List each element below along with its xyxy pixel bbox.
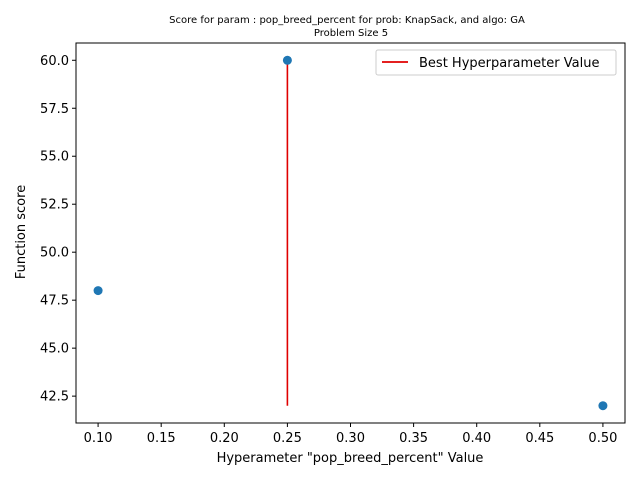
legend: Best Hyperparameter Value	[375, 49, 617, 76]
scatter-point	[93, 286, 103, 296]
legend-box	[375, 49, 617, 76]
y-tick-label: 57.5	[40, 102, 69, 117]
x-tick-label: 0.15	[147, 431, 176, 446]
y-tick-label: 50.0	[40, 246, 69, 261]
y-tick-label: 47.5	[40, 294, 69, 309]
y-tick-label: 60.0	[40, 54, 69, 69]
chart-title-line2: Problem Size 5	[314, 28, 388, 39]
legend-label: Best Hyperparameter Value	[419, 56, 599, 71]
x-axis-label: Hyperameter "pop_breed_percent" Value	[217, 451, 484, 466]
y-tick-label: 45.0	[40, 342, 69, 357]
y-axis-label: Function score	[14, 185, 29, 279]
scatter-point	[598, 401, 608, 411]
x-tick-label: 0.50	[588, 431, 617, 446]
x-tick-label: 0.10	[84, 431, 113, 446]
chart-title-line1: Score for param : pop_breed_percent for …	[169, 15, 525, 26]
x-tick-label: 0.40	[462, 431, 491, 446]
x-tick-label: 0.35	[399, 431, 428, 446]
plot-area: 0.10 0.15 0.20 0.25 0.30 0.35 0.40 0.45 0.50 42.5…	[40, 42, 626, 446]
y-tick-label: 42.5	[40, 390, 69, 405]
x-tick-label: 0.20	[210, 431, 239, 446]
x-tick-label: 0.25	[273, 431, 302, 446]
y-tick-label: 52.5	[40, 198, 69, 213]
x-tick-label: 0.30	[336, 431, 365, 446]
y-tick-label: 55.0	[40, 150, 69, 165]
x-tick-label: 0.45	[525, 431, 554, 446]
scatter-point	[282, 55, 292, 65]
